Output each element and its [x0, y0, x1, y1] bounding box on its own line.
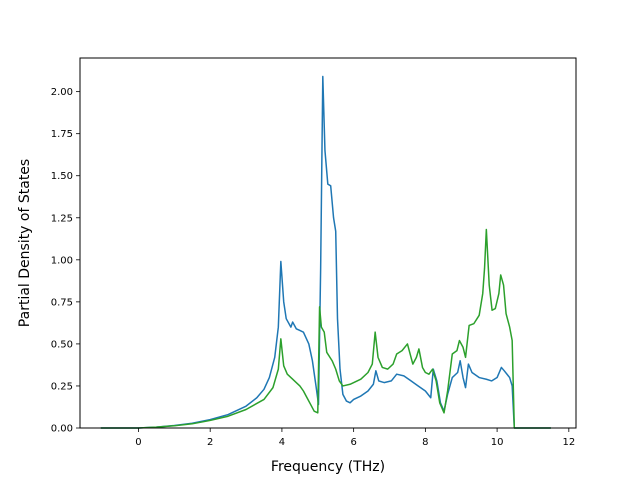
- y-tick-label: 0.25: [51, 381, 73, 392]
- series-layer: [100, 75, 551, 429]
- x-tick-label: 8: [422, 437, 428, 448]
- y-axis: 0.00 0.25 0.50 0.75 1.00 1.25 1.50 1.75 2.00: [51, 87, 80, 435]
- x-axis: 0 2 4 6 8 10 12: [135, 428, 575, 448]
- y-tick-label: 1.25: [51, 213, 73, 224]
- y-tick-label: 0.00: [51, 424, 73, 435]
- y-tick-label: 1.00: [51, 255, 73, 266]
- y-tick-label: 0.50: [51, 339, 73, 350]
- x-tick-label: 10: [491, 437, 504, 448]
- y-tick-label: 1.50: [51, 171, 73, 182]
- x-tick-label: 0: [135, 437, 141, 448]
- y-axis-label: Partial Density of States: [17, 159, 33, 327]
- series-line-2: [100, 228, 551, 429]
- x-tick-label: 4: [279, 437, 285, 448]
- plot-frame: [79, 57, 577, 429]
- y-tick-label: 1.75: [51, 129, 73, 140]
- x-tick-label: 6: [350, 437, 356, 448]
- y-tick-label: 2.00: [51, 87, 73, 98]
- x-tick-label: 12: [562, 437, 575, 448]
- y-tick-label: 0.75: [51, 297, 73, 308]
- series-line-1: [100, 75, 551, 429]
- x-tick-label: 2: [207, 437, 213, 448]
- x-axis-label: Frequency (THz): [271, 459, 385, 475]
